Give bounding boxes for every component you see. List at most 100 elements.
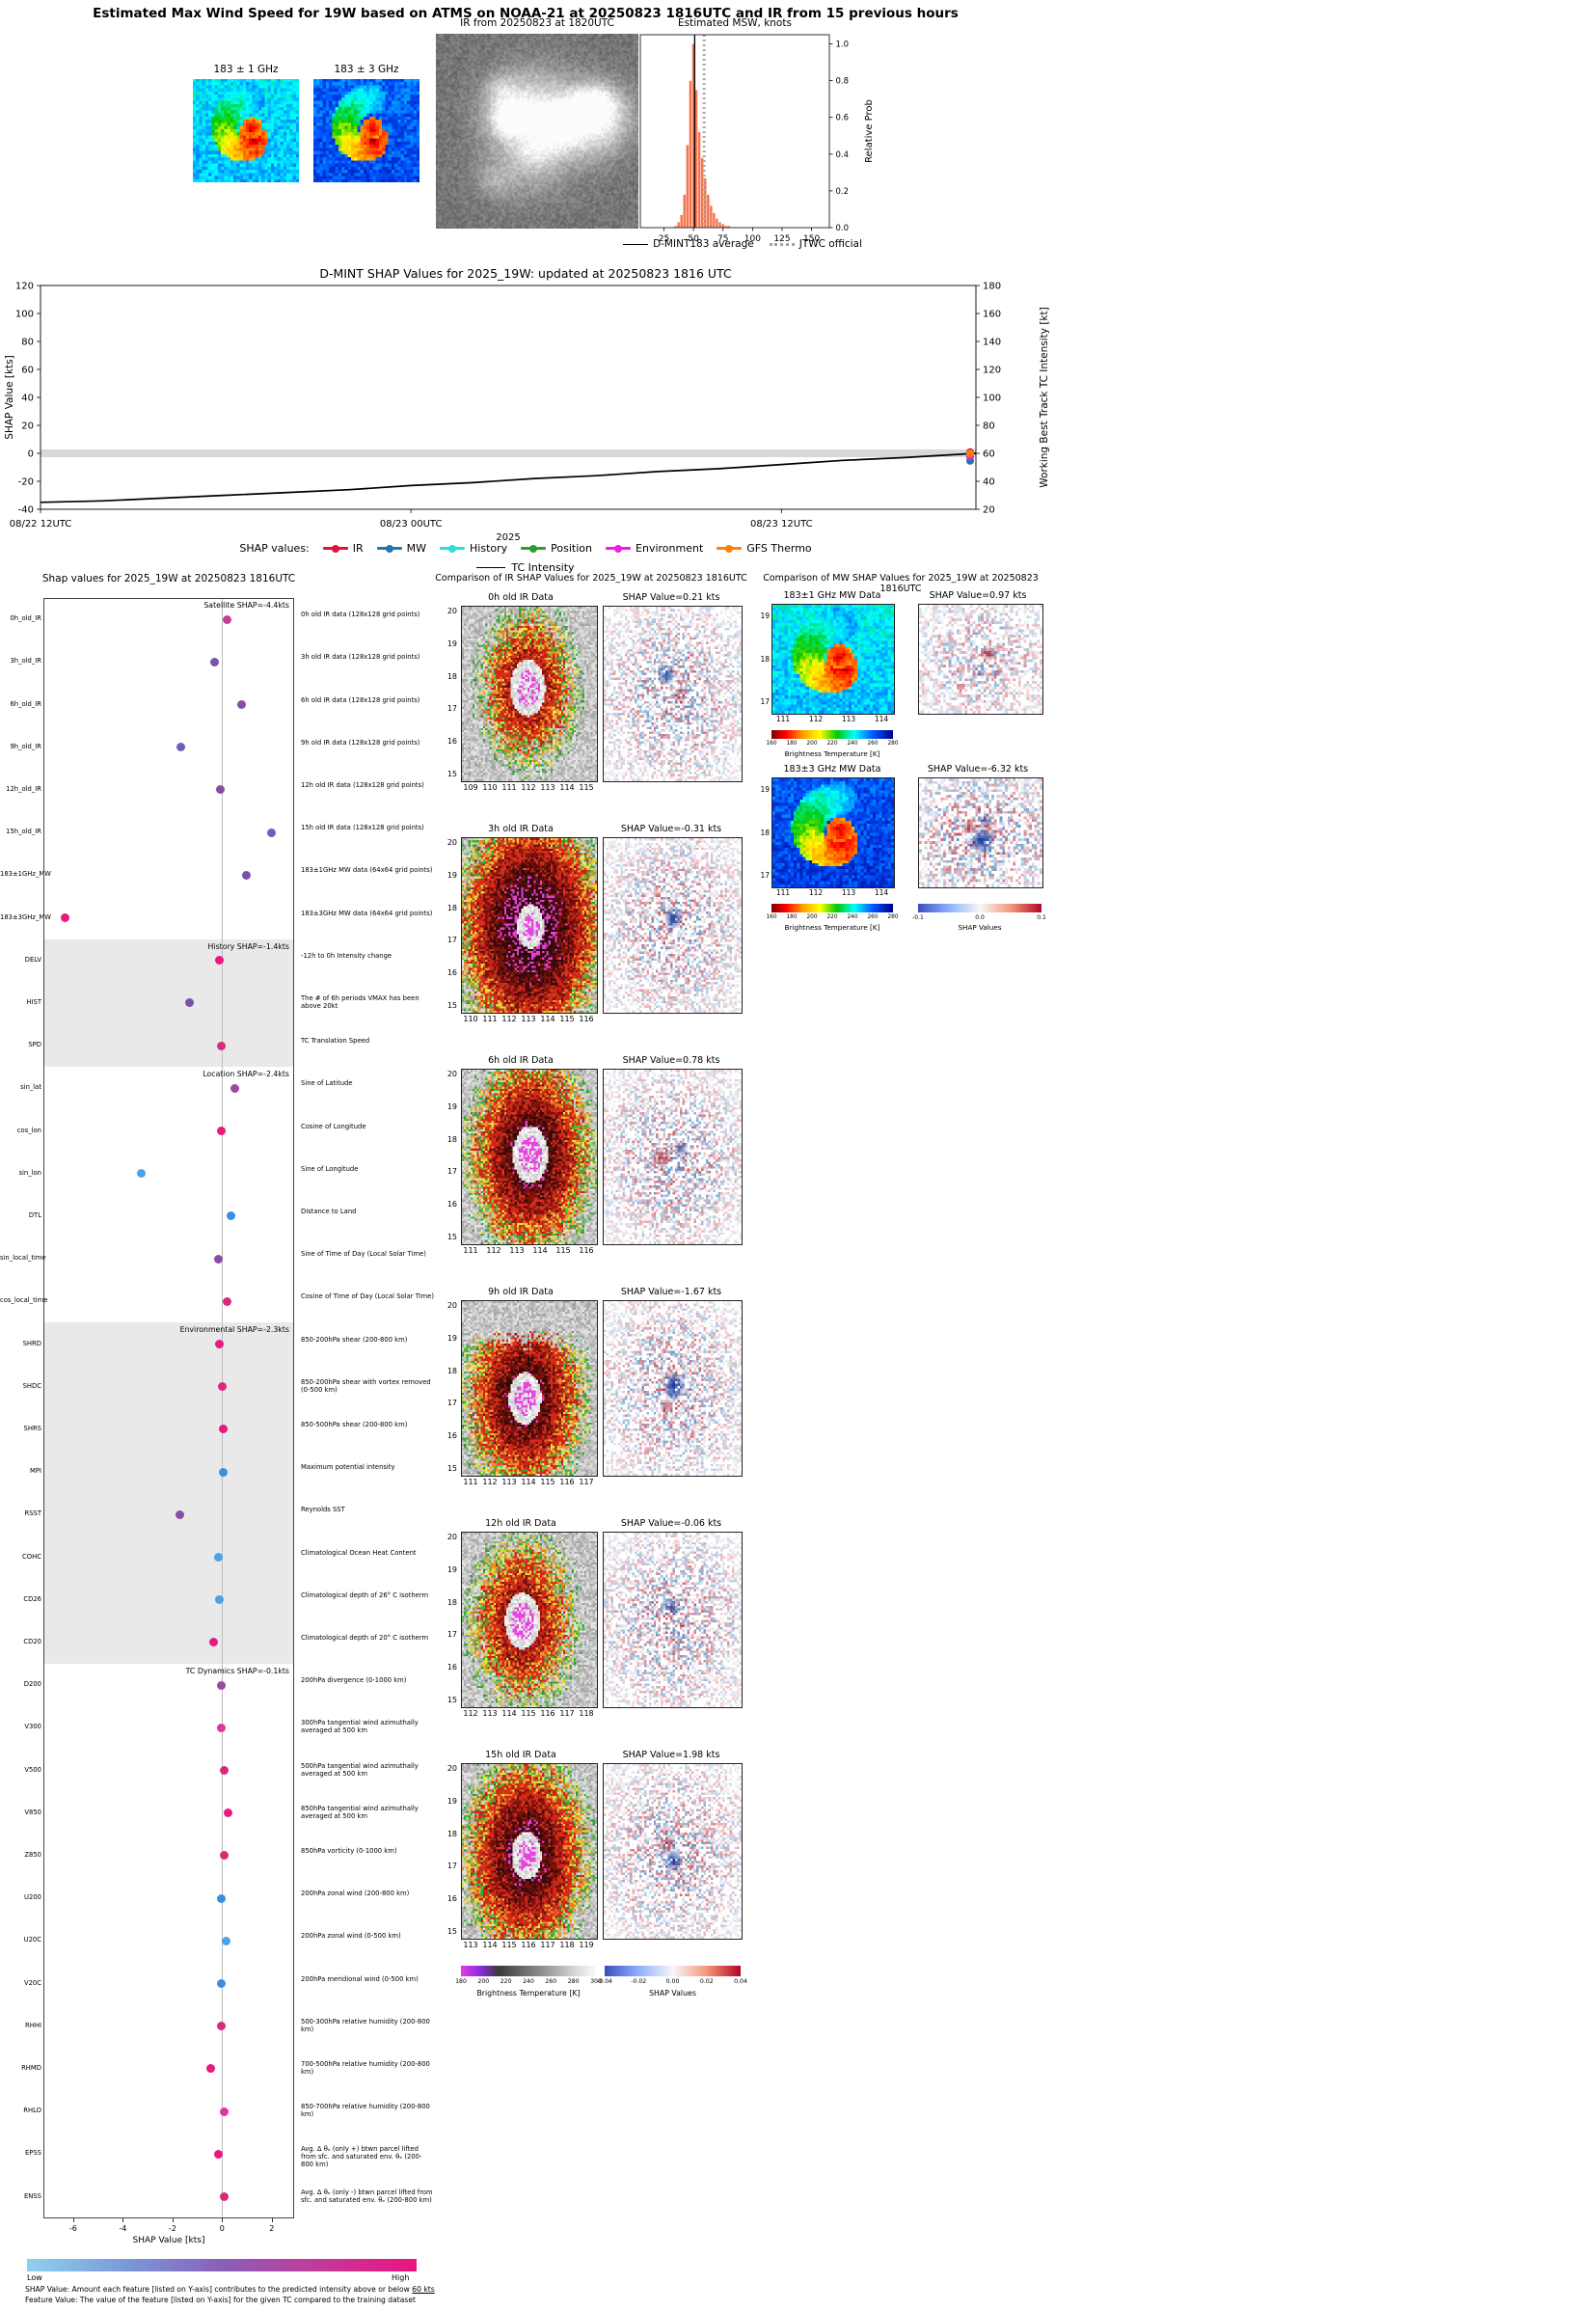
shap-dot (213, 1254, 223, 1264)
feature-desc: 3h old IR data (128x128 grid points) (301, 653, 420, 662)
ir-data-image (461, 1069, 598, 1245)
legend-item-ir: IR (322, 542, 364, 555)
shap-dot (221, 1936, 230, 1945)
feature-desc: Climatological Ocean Heat Content (301, 1548, 417, 1557)
bt-colorbar-tick: 220 (500, 1978, 512, 1985)
left-ytick: 100 (15, 310, 34, 320)
feature-desc: -12h to 0h Intensity change (301, 951, 392, 960)
shap-dot (230, 1083, 239, 1093)
ir-row-shap-title: SHAP Value=-0.06 kts (620, 1518, 722, 1529)
x-tick (172, 2217, 174, 2222)
feature-label: RSST (24, 1509, 41, 1518)
feature-desc: Distance to Land (301, 1207, 357, 1215)
ir-xtick: 116 (540, 1709, 555, 1718)
ir-xtick: 116 (579, 1015, 594, 1023)
ir-xtick: 111 (501, 783, 517, 792)
feature-desc: Sine of Time of Day (Local Solar Time) (301, 1250, 426, 1259)
mw-bt-colorbar-tick: 220 (826, 741, 838, 747)
ir-xtick: 111 (463, 1246, 478, 1255)
shap-dot (220, 2192, 230, 2201)
right-ytick: 140 (983, 338, 1001, 348)
ir-xtick: 119 (579, 1941, 594, 1949)
section-header: Location SHAP=-2.4kts (203, 1070, 289, 1079)
mw-shap-colorbar (918, 904, 1041, 912)
zero-line (222, 598, 224, 2218)
ir-xtick: 114 (521, 1478, 536, 1486)
mw-shap-image (918, 604, 1043, 715)
feature-desc: Cosine of Longitude (301, 1122, 366, 1130)
shap-dot (213, 1553, 223, 1562)
ir-xtick: 117 (540, 1941, 555, 1949)
bt-colorbar-tick: 260 (545, 1978, 557, 1985)
mw-shap-colorbar-label: SHAP Values (958, 923, 1002, 932)
msw-histogram: 25 50 75 100 125 150 0.0 0.2 0.4 0.6 0.8 1.0 Relativ… (639, 34, 875, 244)
left-ytick: 120 (15, 282, 34, 292)
feature-label: D200 (23, 1680, 41, 1689)
ir-ytick: 18 (446, 671, 457, 681)
mw-bt-colorbar-tick: 280 (887, 914, 899, 920)
shap-dot (215, 956, 225, 965)
right-ytick: 100 (983, 394, 1001, 404)
legend-item-history: History (440, 542, 507, 555)
ir-data-image (461, 837, 598, 1014)
feature-desc: The # of 6h periods VMAX has been above … (301, 993, 419, 1010)
mw-xtick: 114 (874, 715, 889, 723)
colorbar-high-label: High (392, 2273, 410, 2282)
ir-row-title: 6h old IR Data (488, 1055, 554, 1066)
left-ytick: 0 (28, 449, 34, 460)
ir-xtick: 113 (463, 1941, 478, 1949)
ir-xtick: 117 (579, 1478, 594, 1486)
ir-ytick: 15 (446, 1001, 457, 1010)
bt-colorbar-tick: 180 (455, 1978, 467, 1985)
histogram-xtick: 50 (688, 234, 699, 244)
ir-data-image (461, 1300, 598, 1477)
shap-dot (266, 828, 276, 837)
ir-ytick: 17 (446, 1862, 457, 1871)
feature-label: sin_local_time (0, 1254, 46, 1263)
section-header: Satellite SHAP=-4.4kts (203, 601, 289, 610)
ir-xtick: 115 (501, 1941, 517, 1949)
histogram-ylabel: Relative Prob (864, 99, 875, 163)
ir-ytick: 16 (446, 968, 457, 978)
shap-dot (176, 743, 185, 752)
feature-desc: Sine of Longitude (301, 1164, 359, 1173)
timeseries-xtick: 08/23 00UTC (380, 519, 443, 530)
zero-band (41, 449, 976, 457)
ir-xtick: 113 (501, 1478, 517, 1486)
ir-ytick: 16 (446, 737, 457, 747)
shap-dot (226, 1211, 235, 1221)
ir-xtick: 112 (501, 1015, 517, 1023)
shap-dot (215, 1595, 225, 1605)
ir-xtick: 113 (521, 1015, 536, 1023)
mw-183pm1-title: 183 ± 1 GHz (213, 64, 279, 75)
feature-desc: 850hPa vorticity (0-1000 km) (301, 1846, 397, 1855)
shap-dot (215, 1340, 225, 1348)
ir-ytick: 17 (446, 704, 457, 714)
ir-row-title: 15h old IR Data (485, 1750, 556, 1760)
timeseries-title: D-MINT SHAP Values for 2025_19W: updated… (319, 266, 732, 281)
shap-dotplot: Satellite SHAP=-4.4kts 0h_old_IR 0h old IR… (0, 586, 434, 2255)
feature-label: V500 (24, 1765, 41, 1774)
legend-item-mw: MW (376, 542, 426, 555)
colorbar-low-label: Low (27, 2273, 42, 2282)
histogram-xtick: 25 (659, 234, 669, 244)
average-line-swatch (623, 243, 649, 245)
ir-shap-colorbar-tick: -0.04 (596, 1978, 612, 1985)
ir-xtick: 115 (555, 1246, 571, 1255)
ir-xtick: 114 (501, 1709, 517, 1718)
mw-shap-colorbar-tick: 0.0 (975, 914, 985, 921)
feature-label: SHRS (23, 1424, 41, 1432)
feature-desc: Sine of Latitude (301, 1079, 353, 1088)
right-ytick: 160 (983, 310, 1001, 320)
histogram-ytick: 0.4 (836, 150, 850, 160)
ir-ytick: 20 (446, 1070, 457, 1078)
feature-desc: Maximum potential intensity (301, 1463, 395, 1472)
ir-ytick: 16 (446, 1200, 457, 1210)
ir-shap-colorbar-label: SHAP Values (649, 1989, 696, 1998)
shap-dot (216, 1127, 226, 1135)
ir-xtick: 118 (559, 1941, 575, 1949)
feature-label: Z850 (24, 1850, 41, 1859)
left-ytick: 20 (21, 421, 34, 432)
feature-desc: 200hPa zonal wind (0-500 km) (301, 1932, 401, 1941)
mw-xtick: 113 (841, 715, 856, 723)
